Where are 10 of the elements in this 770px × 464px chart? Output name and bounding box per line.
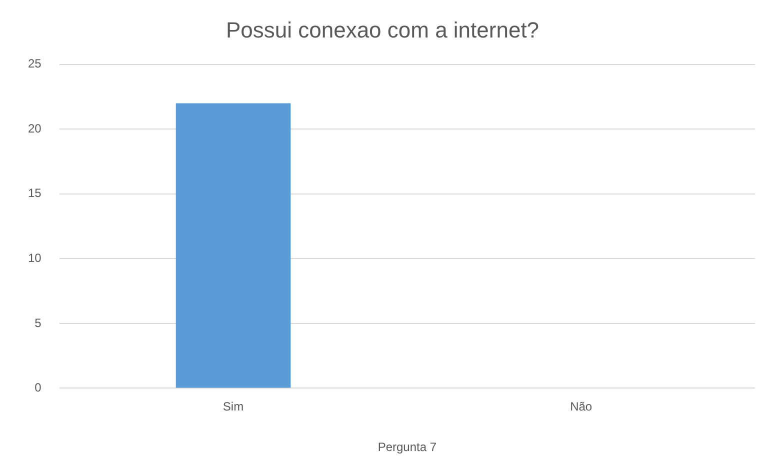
y-tick-label: 25: [28, 56, 42, 71]
y-tick-label: 0: [34, 380, 42, 395]
y-tick-label: 5: [34, 316, 42, 330]
x-tick-label: Não: [570, 400, 592, 414]
x-tick-label: Sim: [222, 400, 244, 414]
y-tick-label: 15: [28, 186, 42, 200]
y-tick-label: 10: [28, 250, 42, 265]
y-tick-label: 20: [28, 121, 42, 136]
x-axis-title: Pergunta 7: [378, 440, 437, 454]
chart-title: Possui conexao com a internet?: [226, 17, 540, 42]
